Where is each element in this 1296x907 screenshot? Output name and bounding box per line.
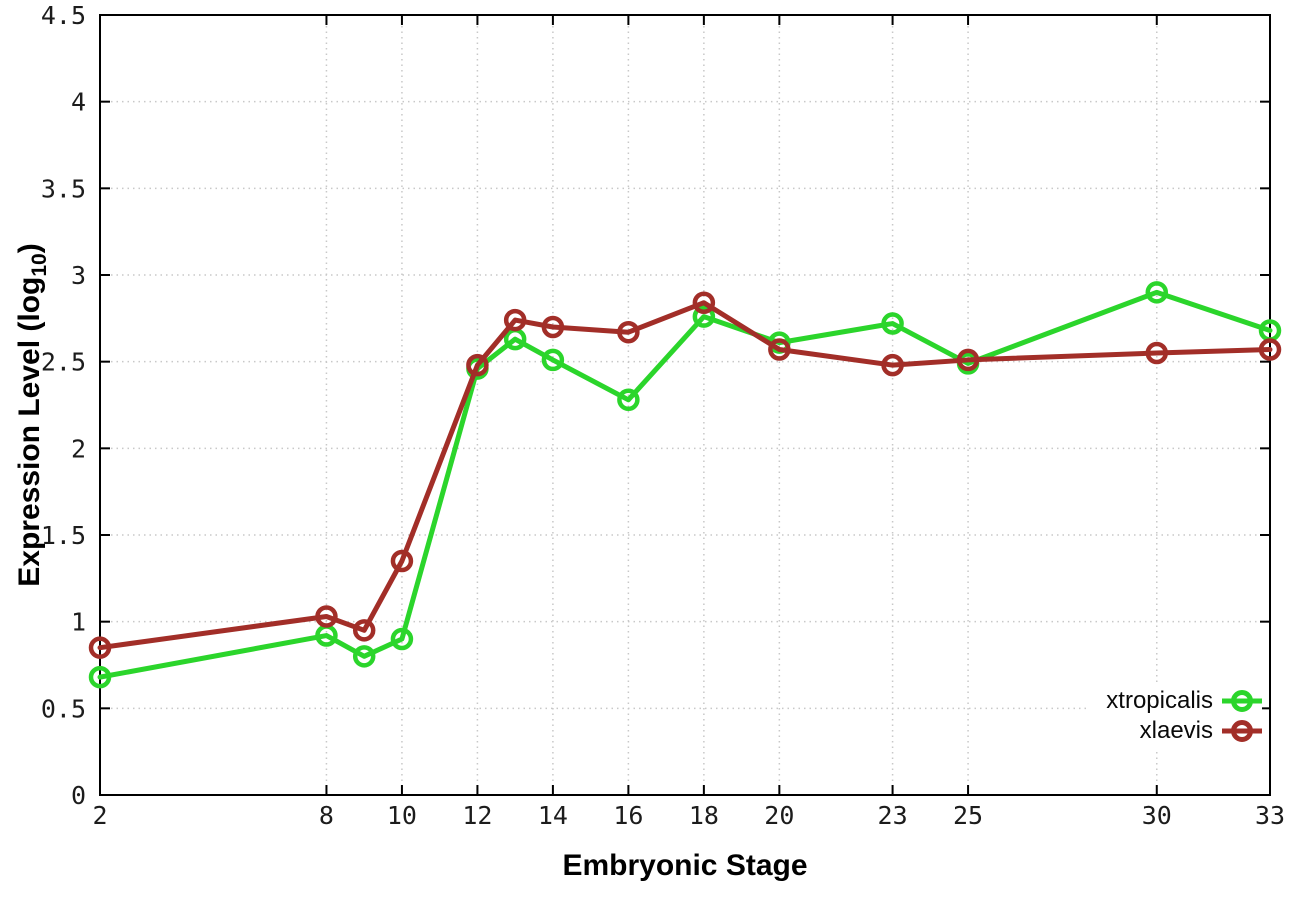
y-axis-title-subscript: 10 — [28, 253, 51, 277]
y-tick-label: 3.5 — [41, 174, 86, 203]
x-tick-label: 8 — [319, 801, 334, 830]
data-point-xlaevis — [768, 338, 791, 361]
data-point-xlaevis — [466, 353, 489, 377]
data-point-xlaevis — [541, 315, 565, 339]
series-line-xtropicalis — [97, 289, 1273, 680]
y-tick-label: 2 — [71, 434, 86, 463]
legend-label-xlaevis: xlaevis — [1139, 717, 1213, 744]
data-point-xlaevis — [617, 320, 640, 344]
legend-item-xlaevis: xlaevis — [1106, 716, 1262, 746]
data-point-xtropicalis — [1145, 281, 1169, 304]
data-point-xtropicalis — [692, 305, 716, 328]
plot-border — [99, 14, 1271, 796]
y-tick-label: 2.5 — [41, 348, 86, 377]
x-tick-label: 30 — [1142, 801, 1172, 830]
y-axis-title: Expression Level (log10) — [13, 243, 51, 587]
data-point-xlaevis — [1145, 341, 1169, 365]
y-tick-label: 4.5 — [41, 1, 86, 30]
y-axis-title-text: Expression Level (log — [13, 276, 46, 587]
data-point-xlaevis — [881, 353, 904, 377]
x-axis-title: Embryonic Stage — [562, 849, 808, 882]
data-point-xlaevis — [88, 636, 112, 659]
data-point-xtropicalis — [88, 665, 112, 689]
y-axis-title-suffix: ) — [13, 243, 46, 254]
data-point-xlaevis — [390, 549, 414, 573]
legend: xtropicalis xlaevis — [1090, 684, 1262, 748]
legend-marker-xlaevis — [1222, 720, 1262, 742]
y-tick-label: 1.5 — [41, 521, 86, 550]
data-point-xtropicalis — [352, 645, 376, 668]
x-tick-label: 16 — [613, 801, 643, 830]
data-point-xlaevis — [503, 308, 527, 332]
x-tick-label: 10 — [387, 801, 417, 830]
legend-item-xtropicalis: xtropicalis — [1106, 686, 1262, 716]
data-point-xtropicalis — [617, 388, 640, 412]
x-tick-label: 25 — [953, 801, 983, 830]
x-tick-label: 23 — [878, 801, 908, 830]
x-tick-label: 18 — [689, 801, 719, 830]
data-point-xtropicalis — [541, 348, 565, 372]
y-tick-label: 1 — [71, 608, 86, 637]
data-point-xlaevis — [315, 605, 338, 628]
x-tick-label: 2 — [92, 801, 107, 830]
legend-label-xtropicalis: xtropicalis — [1106, 687, 1213, 714]
data-point-xtropicalis — [390, 627, 414, 651]
y-tick-label: 0.5 — [41, 694, 86, 723]
legend-marker-xtropicalis — [1222, 690, 1262, 712]
y-tick-label: 3 — [71, 261, 86, 290]
x-tick-label: 20 — [764, 801, 794, 830]
data-point-xlaevis — [956, 348, 980, 372]
data-point-xlaevis — [1258, 338, 1282, 361]
series-line-xlaevis — [97, 300, 1273, 651]
x-tick-label: 14 — [538, 801, 568, 830]
y-tick-label: 4 — [71, 88, 86, 117]
data-point-xlaevis — [352, 619, 376, 642]
y-tick-label: 0 — [71, 781, 86, 810]
data-point-xtropicalis — [881, 312, 904, 335]
data-point-xlaevis — [692, 291, 716, 314]
x-tick-label: 33 — [1255, 801, 1285, 830]
x-tick-label: 12 — [462, 801, 492, 830]
